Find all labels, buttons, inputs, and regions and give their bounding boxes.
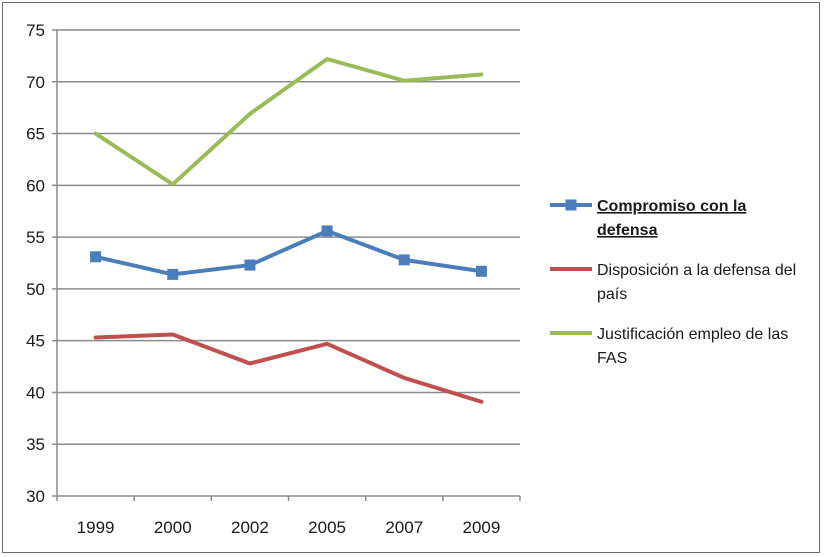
legend-label: Compromiso con la: [597, 198, 746, 215]
series-3: [93, 56, 484, 187]
x-tick-label: 2000: [154, 518, 192, 537]
y-tick-label: 45: [26, 332, 45, 351]
data-point-marker: [398, 254, 410, 266]
legend-label: país: [597, 286, 627, 303]
series-line: [93, 228, 484, 277]
legend-label: FAS: [597, 350, 627, 367]
x-tick-label: 2002: [231, 518, 269, 537]
y-tick-label: 50: [26, 280, 45, 299]
legend-label: Disposición a la defensa del: [597, 262, 796, 279]
y-tick-label: 35: [26, 435, 45, 454]
series-1: [90, 225, 487, 280]
series-line: [93, 56, 484, 187]
data-point-marker: [475, 265, 487, 277]
x-tick-label: 1999: [77, 518, 115, 537]
y-tick-label: 75: [26, 21, 45, 40]
y-tick-label: 60: [26, 176, 45, 195]
y-tick-label: 55: [26, 228, 45, 247]
legend-swatch-marker: [565, 199, 577, 211]
data-point-marker: [244, 259, 256, 271]
x-tick-labels: 1999 2000 2002 2005 2007 2009: [77, 518, 501, 537]
y-tick-label: 30: [26, 487, 45, 506]
axes: [52, 29, 521, 501]
series-line: [93, 332, 484, 404]
data-point-marker: [90, 251, 102, 263]
y-tick-label: 40: [26, 383, 45, 402]
legend-item-1: Compromiso con la defensa: [550, 198, 746, 239]
gridlines: [57, 29, 520, 445]
legend-label: defensa: [597, 222, 658, 239]
x-tick-label: 2009: [463, 518, 501, 537]
legend-label: Justificación empleo de las: [597, 326, 788, 343]
x-tick-label: 2007: [385, 518, 423, 537]
x-tick-label: 2005: [308, 518, 346, 537]
data-point-marker: [167, 268, 179, 280]
data-point-marker: [321, 225, 333, 237]
legend-item-3: Justificación empleo de las FAS: [550, 326, 788, 367]
series-lines: [90, 56, 487, 404]
y-tick-label: 70: [26, 73, 45, 92]
series-2: [93, 332, 484, 404]
y-tick-label: 65: [26, 125, 45, 144]
legend-item-2: Disposición a la defensa del país: [550, 262, 796, 303]
y-tick-labels: 30 35 40 45 50 55 60 65 70 75: [26, 21, 45, 506]
legend: Compromiso con la defensa Disposición a la…: [550, 198, 796, 367]
